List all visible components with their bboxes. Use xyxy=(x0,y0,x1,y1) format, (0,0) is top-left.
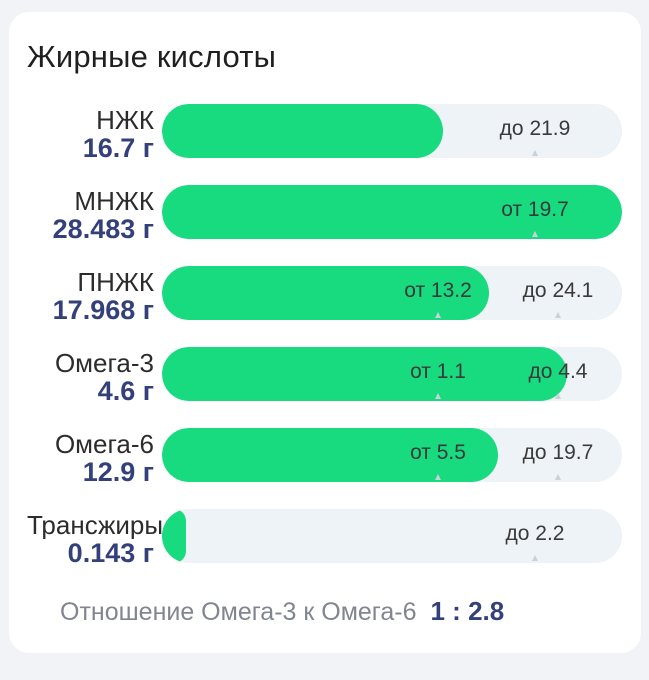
range-mark-label: до 24.1 xyxy=(522,279,594,302)
range-mark-label: до 2.2 xyxy=(505,522,565,545)
progress-fill xyxy=(162,347,567,401)
nutrient-label: Трансжиры xyxy=(27,511,162,539)
range-mark-label: от 13.2 xyxy=(404,279,472,302)
omega-ratio-label: Отношение Омега-3 к Омега-6 xyxy=(60,598,417,626)
progress-track: от 5.5 до 19.7 xyxy=(162,428,622,482)
range-tick-icon xyxy=(435,393,441,399)
range-tick-icon xyxy=(532,231,538,237)
range-tick-icon xyxy=(555,393,561,399)
progress-track: до 2.2 xyxy=(162,509,622,563)
nutrient-label: ПНЖК xyxy=(77,268,154,296)
nutrient-label: МНЖК xyxy=(74,187,154,215)
range-tick-icon xyxy=(555,474,561,480)
range-mark-label: от 19.7 xyxy=(501,198,569,221)
nutrient-value: 12.9 г xyxy=(82,457,154,487)
range-tick-icon xyxy=(435,474,441,480)
nutrient-row: Омега-3 4.6 г от 1.1 до 4.4 xyxy=(9,347,641,406)
nutrient-value: 28.483 г xyxy=(52,214,154,244)
nutrient-label: Омега-6 xyxy=(54,430,154,458)
nutrient-row: Трансжиры 0.143 г до 2.2 xyxy=(9,509,641,568)
omega-ratio-value: 1 : 2.8 xyxy=(430,596,505,626)
range-mark-label: до 21.9 xyxy=(499,117,571,140)
progress-track: до 21.9 xyxy=(162,104,622,158)
progress-fill xyxy=(162,428,498,482)
nutrient-row: ПНЖК 17.968 г от 13.2 до 24.1 xyxy=(9,266,641,325)
range-mark-label: от 1.1 xyxy=(410,360,466,383)
nutrient-label: НЖК xyxy=(96,106,154,134)
progress-track: от 13.2 до 24.1 xyxy=(162,266,622,320)
progress-fill xyxy=(162,185,622,239)
range-tick-icon xyxy=(435,312,441,318)
progress-fill xyxy=(162,509,186,563)
nutrient-label: Омега-3 xyxy=(54,349,154,377)
range-mark-label: от 5.5 xyxy=(410,441,466,464)
progress-track: от 19.7 xyxy=(162,185,622,239)
range-tick-icon xyxy=(532,555,538,561)
nutrient-value: 17.968 г xyxy=(52,295,154,325)
progress-track: от 1.1 до 4.4 xyxy=(162,347,622,401)
nutrient-row: Омега-6 12.9 г от 5.5 до 19.7 xyxy=(9,428,641,487)
range-mark-label: до 19.7 xyxy=(522,441,594,464)
range-tick-icon xyxy=(532,150,538,156)
range-mark-label: до 4.4 xyxy=(528,360,588,383)
range-tick-icon xyxy=(555,312,561,318)
nutrient-row: НЖК 16.7 г до 21.9 xyxy=(9,104,641,163)
nutrient-row: МНЖК 28.483 г от 19.7 xyxy=(9,185,641,244)
progress-fill xyxy=(162,104,443,158)
nutrient-value: 4.6 г xyxy=(97,376,154,406)
progress-fill xyxy=(162,266,489,320)
nutrient-value: 0.143 г xyxy=(67,538,154,568)
card-title: Жирные кислоты xyxy=(27,39,277,74)
omega-ratio: Отношение Омега-3 к Омега-6 1 : 2.8 xyxy=(60,596,504,627)
nutrient-value: 16.7 г xyxy=(82,133,154,163)
fatty-acids-card: Жирные кислоты НЖК 16.7 г до 21.9 МНЖК 28.48… xyxy=(9,12,641,653)
